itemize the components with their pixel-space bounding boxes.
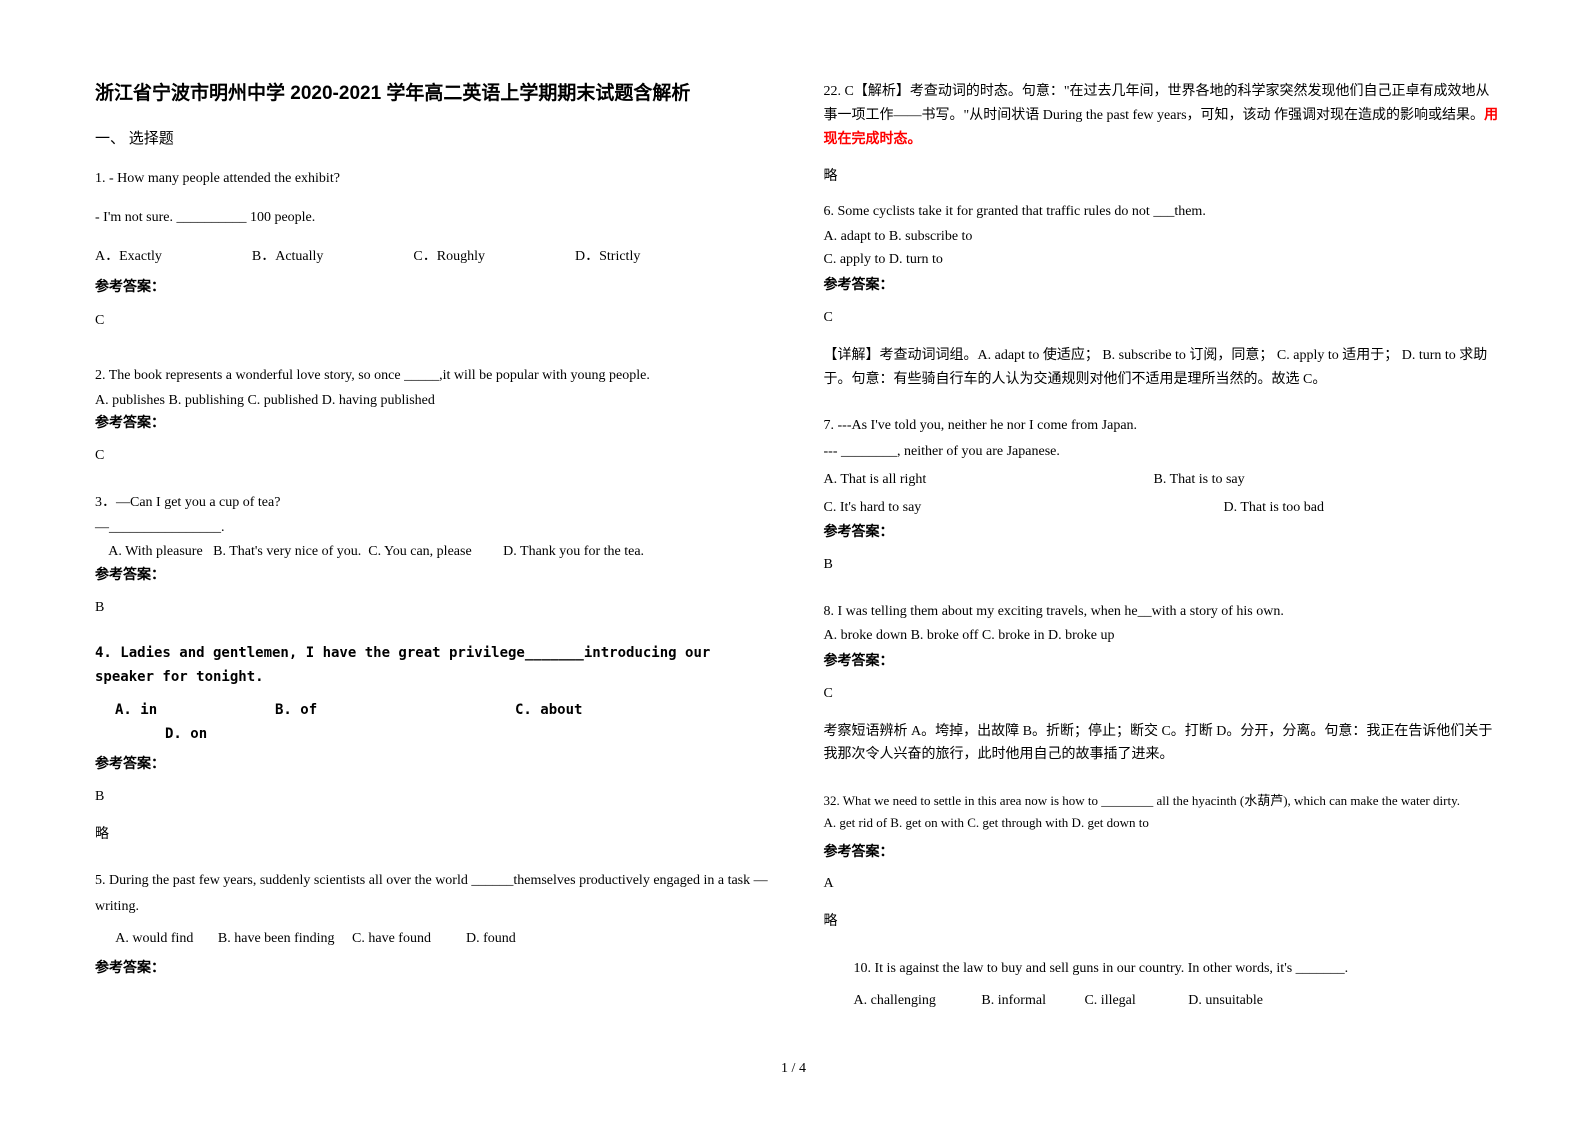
q3-line1: 3．—Can I get you a cup of tea? [95, 490, 774, 515]
q32-skip: 略 [824, 910, 1503, 934]
q6-opts1: A. adapt to B. subscribe to [824, 225, 1503, 249]
q6-answer: C [824, 306, 1503, 330]
question-6: 6. Some cyclists take it for granted tha… [824, 199, 1503, 405]
q8-text: 8. I was telling them about my exciting … [824, 599, 1503, 624]
q4-opt-c: C. about [515, 699, 582, 723]
q7-opt-a: A. That is all right [824, 468, 1154, 492]
answer-label: 参考答案： [824, 274, 1503, 298]
question-4: 4. Ladies and gentlemen, I have the grea… [95, 642, 774, 861]
q1-line2: - I'm not sure. __________ 100 people. [95, 205, 774, 230]
q7-opt-c: C. It's hard to say [824, 496, 1224, 520]
q7-opt-d: D. That is too bad [1224, 496, 1324, 520]
q7-opt-b: B. That is to say [1154, 468, 1245, 492]
answer-label: 参考答案： [95, 753, 774, 777]
q6-opts2: C. apply to D. turn to [824, 248, 1503, 272]
question-7: 7. ---As I've told you, neither he nor I… [824, 413, 1503, 591]
q32-options: A. get rid of B. get on with C. get thro… [824, 812, 1503, 834]
question-3: 3．—Can I get you a cup of tea? —________… [95, 490, 774, 634]
q2-options: A. publishes B. publishing C. published … [95, 389, 774, 413]
q1-opt-d: D．Strictly [575, 244, 640, 269]
q7-answer: B [824, 553, 1503, 577]
page-footer: 1 / 4 [781, 1061, 806, 1077]
q4-text: 4. Ladies and gentlemen, I have the grea… [95, 642, 774, 690]
q4-opt-d: D. on [165, 723, 774, 747]
q3-line2: —________________. [95, 515, 774, 540]
q6-explanation: 【详解】考查动词词组。A. adapt to 使适应； B. subscribe… [824, 344, 1503, 392]
answer-label: 参考答案： [824, 650, 1503, 674]
q8-explanation: 考察短语辨析 A。垮掉，出故障 B。折断；停止；断交 C。打断 D。分开，分离。… [824, 720, 1503, 768]
q4-answer: B [95, 785, 774, 809]
document-title: 浙江省宁波市明州中学 2020-2021 学年高二英语上学期期末试题含解析 [95, 80, 774, 109]
q4-opt-a: A. in [115, 699, 275, 723]
question-5: 5. During the past few years, suddenly s… [95, 868, 774, 988]
answer-label: 参考答案： [95, 957, 774, 981]
q6-text: 6. Some cyclists take it for granted tha… [824, 199, 1503, 224]
q2-answer: C [95, 444, 774, 468]
q8-answer: C [824, 682, 1503, 706]
answer-label: 参考答案： [95, 412, 774, 436]
q5-options: A. would find B. have been finding C. ha… [95, 927, 774, 951]
q1-opt-b: B．Actually [252, 244, 324, 269]
question-10: 10. It is against the law to buy and sel… [854, 956, 1503, 1013]
q2-text: 2. The book represents a wonderful love … [95, 363, 774, 388]
q5-text: 5. During the past few years, suddenly s… [95, 868, 774, 918]
q5-explain-text: 22. C【解析】考查动词的时态。句意："在过去几年间，世界各地的科学家突然发现… [824, 84, 1490, 123]
question-2: 2. The book represents a wonderful love … [95, 363, 774, 482]
q1-opt-a: A．Exactly [95, 244, 162, 269]
q3-options: A. With pleasure B. That's very nice of … [95, 540, 774, 564]
question-32: 32. What we need to settle in this area … [824, 789, 1503, 948]
answer-label: 参考答案： [95, 275, 774, 300]
answer-label: 参考答案： [824, 841, 1503, 865]
q32-text: 32. What we need to settle in this area … [824, 789, 1503, 812]
section-header: 一、 选择题 [95, 127, 774, 148]
q32-answer: A [824, 872, 1503, 896]
q1-answer: C [95, 308, 774, 333]
q5-explanation: 22. C【解析】考查动词的时态。句意："在过去几年间，世界各地的科学家突然发现… [824, 80, 1503, 151]
q8-options: A. broke down B. broke off C. broke in D… [824, 624, 1503, 648]
q7-line2: --- ________, neither of you are Japanes… [824, 439, 1503, 464]
q10-options: A. challenging B. informal C. illegal D.… [854, 989, 1503, 1013]
q4-opt-b: B. of [275, 699, 515, 723]
question-1: 1. - How many people attended the exhibi… [95, 166, 774, 348]
answer-label: 参考答案： [824, 521, 1503, 545]
q5-skip: 略 [824, 165, 1503, 185]
question-8: 8. I was telling them about my exciting … [824, 599, 1503, 781]
q4-skip: 略 [95, 823, 774, 847]
q1-opt-c: C．Roughly [413, 244, 485, 269]
answer-label: 参考答案： [95, 564, 774, 588]
q3-answer: B [95, 596, 774, 620]
q7-line1: 7. ---As I've told you, neither he nor I… [824, 413, 1503, 438]
q10-text: 10. It is against the law to buy and sel… [854, 956, 1503, 981]
q1-line1: 1. - How many people attended the exhibi… [95, 166, 774, 191]
